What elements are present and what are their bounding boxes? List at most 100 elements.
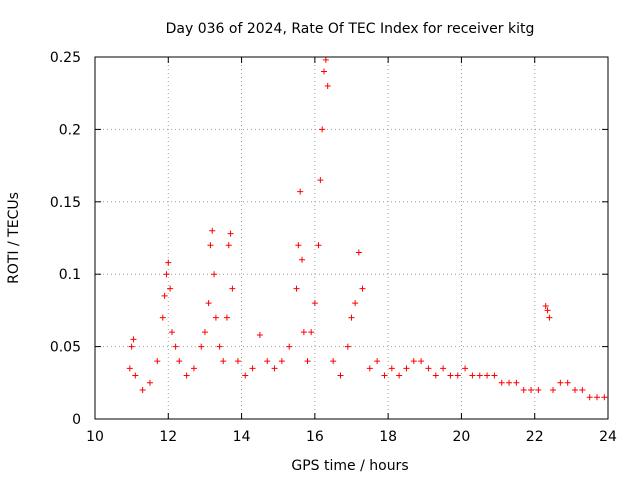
data-point [321,68,328,75]
chart-title: Day 036 of 2024, Rate Of TEC Index for r… [166,21,535,37]
y-tick-label: 0.1 [59,267,81,283]
data-point [308,329,315,336]
data-points [126,56,608,401]
data-point [330,358,337,365]
data-point [205,300,212,307]
data-point [242,372,249,379]
y-tick-label: 0.05 [50,340,81,356]
plot-frame [94,56,609,420]
data-point [594,394,601,401]
data-point [403,365,410,372]
data-point [161,292,168,299]
data-point [355,249,362,256]
data-point [227,230,234,237]
data-point [337,372,344,379]
x-tick-label: 24 [599,429,617,445]
data-point [168,329,175,336]
data-point [462,365,469,372]
y-tick-label: 0.15 [50,195,81,211]
data-point [190,365,197,372]
data-point [278,358,285,365]
data-point [256,332,263,339]
data-point [304,358,311,365]
data-point [209,227,216,234]
data-point [528,387,535,394]
data-point [132,372,139,379]
x-tick-label: 14 [233,429,251,445]
data-point [234,358,241,365]
data-point [172,343,179,350]
data-point [159,314,166,321]
data-point [366,365,373,372]
data-point [352,300,359,307]
data-point [223,314,230,321]
data-point [315,242,322,249]
data-point [286,343,293,350]
data-point [476,372,483,379]
data-point [513,379,520,386]
data-point [201,329,208,336]
data-point [317,177,324,184]
data-point [396,372,403,379]
data-point [212,314,219,321]
data-point [359,285,366,292]
data-point [293,285,300,292]
y-tick-label: 0.25 [50,50,81,66]
data-point [557,379,564,386]
data-point [572,387,579,394]
x-tick-label: 10 [86,429,104,445]
data-point [207,242,214,249]
data-point [344,343,351,350]
data-point [299,256,306,263]
data-point [542,303,549,310]
data-point [139,387,146,394]
data-point [579,387,586,394]
data-point [491,372,498,379]
x-tick-label: 18 [379,429,397,445]
y-tick-label: 0 [72,412,81,428]
grid-lines [95,57,608,419]
data-point [322,56,329,63]
x-axis-label: GPS time / hours [291,458,408,474]
data-point [229,285,236,292]
data-point [535,387,542,394]
data-point [374,358,381,365]
data-point [425,365,432,372]
data-point [126,365,133,372]
x-tick-label: 20 [453,429,471,445]
data-point [319,126,326,133]
data-point [297,188,304,195]
data-point [311,300,318,307]
data-point [484,372,491,379]
data-point [183,372,190,379]
data-point [454,372,461,379]
y-axis-ticks: 0 0.05 0.1 0.15 0.2 0.25 [50,50,608,428]
data-point [300,329,307,336]
data-point [225,242,232,249]
data-point [469,372,476,379]
data-point [506,379,513,386]
data-point [167,285,174,292]
data-point [271,365,278,372]
data-point [498,379,505,386]
data-point [564,379,571,386]
data-point [324,82,331,89]
data-point [130,336,137,343]
data-point [546,314,553,321]
data-point [163,271,170,278]
data-point [176,358,183,365]
data-point [432,372,439,379]
data-point [544,307,551,314]
data-point [249,365,256,372]
data-point [198,343,205,350]
data-point [410,358,417,365]
x-tick-label: 16 [306,429,324,445]
data-point [388,365,395,372]
y-axis-label: ROTI / TECUs [6,192,22,284]
data-point [264,358,271,365]
data-point [550,387,557,394]
data-point [520,387,527,394]
data-point [381,372,388,379]
data-point [447,372,454,379]
